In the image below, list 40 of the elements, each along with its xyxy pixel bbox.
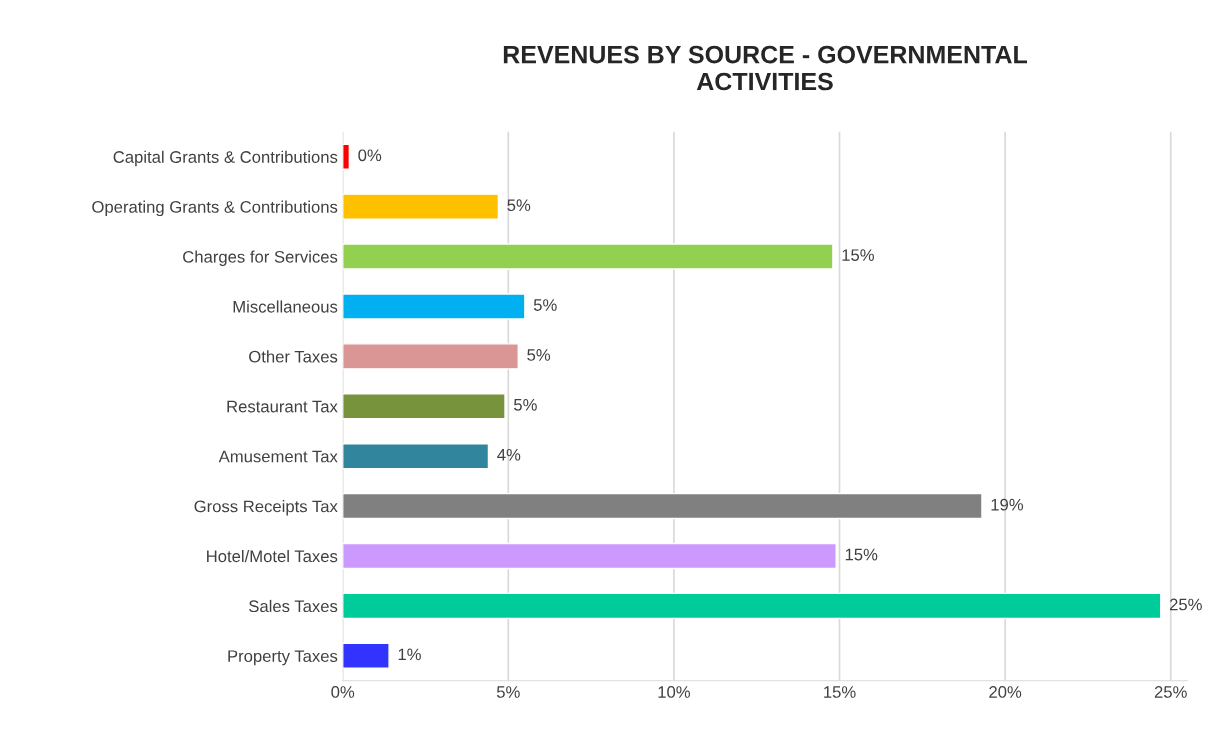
- data-label: 15%: [845, 548, 878, 561]
- bar: [342, 293, 526, 320]
- bar: [342, 343, 519, 370]
- x-tick-label: 20%: [989, 686, 1022, 698]
- y-tick-label: Charges for Services: [183, 250, 338, 267]
- bar: [342, 193, 500, 220]
- y-tick-label: Other Taxes: [249, 350, 338, 363]
- data-label: 5%: [507, 199, 531, 212]
- bar: [342, 492, 983, 520]
- bar: [342, 393, 506, 420]
- data-label: 5%: [514, 399, 537, 411]
- y-tick-label: Gross Receipts Tax: [194, 500, 338, 516]
- data-label: 15%: [842, 249, 874, 262]
- y-tick-label: Capital Grants & Contributions: [113, 150, 338, 167]
- bar: [342, 542, 837, 570]
- x-tick-label: 5%: [496, 686, 520, 698]
- y-tick-label: Property Taxes: [228, 650, 338, 666]
- data-label: 25%: [1169, 598, 1202, 611]
- x-tick-label: 25%: [1154, 686, 1187, 698]
- y-tick-label: Miscellaneous: [233, 300, 338, 313]
- bar: [342, 592, 1162, 620]
- y-tick-label: Hotel/Motel Taxes: [207, 549, 338, 563]
- y-tick-label: Sales Taxes: [249, 599, 338, 613]
- chart-title: REVENUES BY SOURCE - GOVERNMENTAL ACTIVITIES: [503, 45, 1027, 91]
- y-tick-label: Amusement Tax: [218, 450, 338, 463]
- bar: [342, 243, 834, 270]
- data-label: 1%: [398, 648, 421, 661]
- data-label: 19%: [991, 498, 1024, 511]
- x-tick-label: 15%: [824, 686, 856, 698]
- x-tick-label: 0%: [331, 686, 355, 698]
- bar: [342, 442, 490, 470]
- y-tick-label: Restaurant Tax: [227, 400, 338, 413]
- data-label: 4%: [497, 448, 521, 461]
- bar: [342, 143, 351, 170]
- x-tick-label: 10%: [658, 686, 691, 698]
- data-label: 5%: [533, 299, 557, 311]
- y-tick-label: Operating Grants & Contributions: [92, 200, 338, 217]
- data-label: 0%: [358, 149, 382, 162]
- data-label: 5%: [527, 349, 551, 361]
- bar: [342, 642, 390, 669]
